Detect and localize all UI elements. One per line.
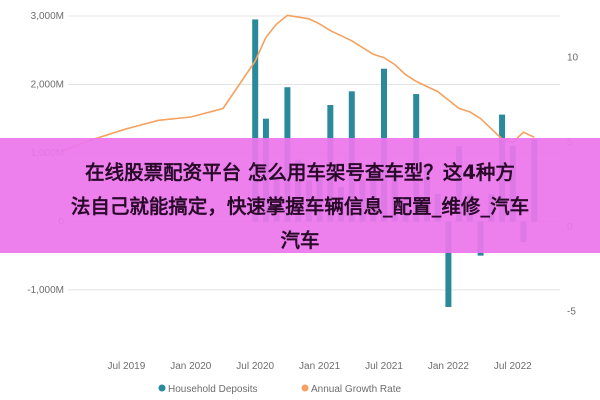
- x-tick-label: Jul 2022: [494, 361, 532, 372]
- legend: Household Deposits Annual Growth Rate: [158, 384, 401, 395]
- legend-marker: [158, 384, 166, 392]
- overlay-line-1: 在线股票配资平台 怎么用车架号查车型？这4种方: [85, 161, 515, 184]
- overlay-banner: 在线股票配资平台 怎么用车架号查车型？这4种方 法自己就能搞定，快速掌握车辆信息…: [0, 138, 600, 253]
- annual-growth-line: [61, 14, 535, 152]
- left-tick-label: 2,000M: [31, 79, 64, 90]
- x-tick-label: Jul 2019: [107, 361, 145, 372]
- left-tick-label: 3,000M: [31, 11, 64, 22]
- left-tick-label: -1,000M: [27, 285, 64, 296]
- legend-label: Annual Growth Rate: [311, 384, 401, 395]
- deposit-bar: [252, 19, 259, 222]
- right-tick-label: -5: [567, 307, 576, 318]
- x-tick-label: Jan 2022: [428, 361, 470, 372]
- legend-marker: [301, 384, 309, 392]
- legend-label: Household Deposits: [168, 384, 258, 395]
- right-tick-label: 10: [567, 53, 579, 64]
- annual-growth-line-layer: [61, 14, 535, 152]
- x-axis-ticks: Jul 2019 Jan 2020 Jul 2020 Jan 2021 Jul 2021…: [107, 361, 532, 372]
- x-tick-label: Jul 2021: [365, 361, 403, 372]
- overlay-line-3: 汽车: [280, 229, 320, 252]
- x-tick-label: Jan 2021: [299, 361, 341, 372]
- overlay-line-2: 法自己就能搞定，快速掌握车辆信息_配置_维修_汽车: [70, 195, 530, 218]
- x-tick-label: Jan 2020: [170, 361, 212, 372]
- x-tick-label: Jul 2020: [236, 361, 274, 372]
- deposit-bar: [445, 221, 452, 307]
